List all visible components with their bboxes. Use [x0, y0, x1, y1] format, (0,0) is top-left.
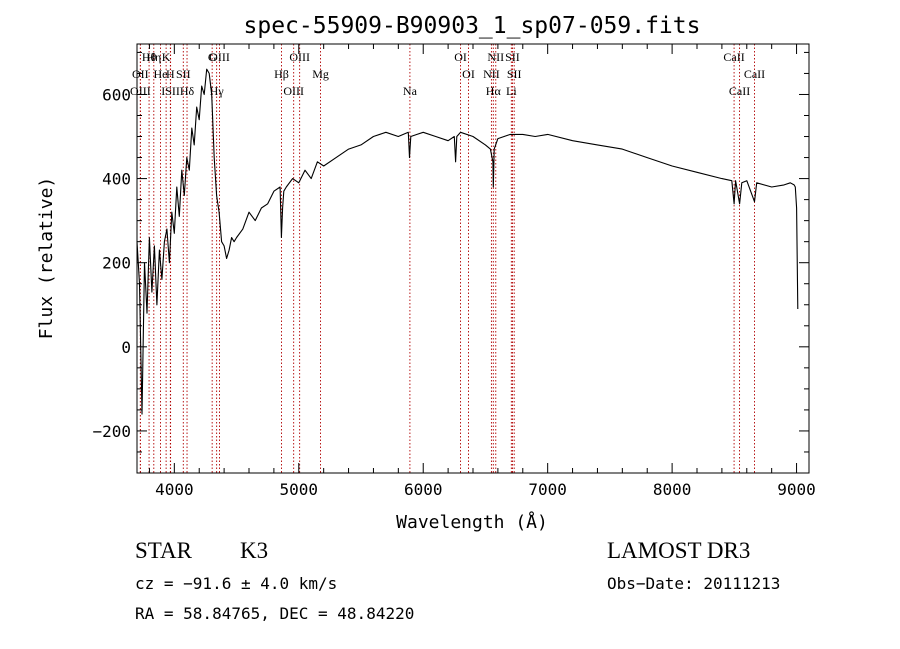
redshift-velocity: cz = −91.6 ± 4.0 km/s [135, 574, 338, 593]
line-label: NII [483, 67, 500, 81]
line-label: Hθ [142, 50, 157, 64]
line-label: SII [505, 50, 520, 64]
line-label: OIII [130, 84, 151, 98]
line-label: Hα [486, 84, 502, 98]
line-label: ISII [161, 84, 180, 98]
spectrum-series-line [136, 68, 799, 415]
survey-name: LAMOST DR3 [607, 538, 751, 563]
line-label: Hγ [210, 84, 225, 98]
line-label: Hδ [180, 84, 195, 98]
y-axis: −200 0 200 400 600 [92, 51, 809, 474]
line-label: OI [454, 50, 467, 64]
y-axis-label: Flux (relative) [36, 177, 57, 340]
line-label: Hη [146, 50, 161, 64]
line-label: OIII [289, 50, 310, 64]
x-tick-label: 5000 [280, 480, 319, 499]
line-label: CaII [729, 84, 750, 98]
y-tick-label: 400 [102, 170, 131, 189]
observation-date: Obs−Date: 20111213 [607, 574, 781, 593]
line-labels: HθOIIOIIIKHeISIIHηHHδOIIISIIHγGHβOIIIOII… [130, 50, 765, 98]
line-label: Na [403, 84, 418, 98]
chart-title: spec-55909-B90903_1_sp07-059.fits [244, 13, 701, 39]
y-tick-label: 0 [121, 338, 131, 357]
line-label: Li [506, 84, 517, 98]
x-axis: 4000 5000 6000 7000 8000 9000 [148, 44, 816, 499]
x-tick-label: 4000 [155, 480, 194, 499]
line-label: K [162, 50, 171, 64]
x-tick-label: 9000 [777, 480, 816, 499]
y-tick-label: 600 [102, 85, 131, 104]
line-label: Mg [312, 67, 329, 81]
line-label: OII [132, 67, 149, 81]
line-label: He [154, 67, 168, 81]
line-label: SII [176, 67, 191, 81]
line-label: OI [462, 67, 475, 81]
line-label: SII [507, 67, 522, 81]
line-label: CaII [723, 50, 744, 64]
plot-frame [136, 43, 810, 474]
x-tick-label: 6000 [404, 480, 443, 499]
y-tick-label: −200 [92, 422, 131, 441]
x-tick-label: 8000 [653, 480, 692, 499]
x-tick-label: 7000 [528, 480, 567, 499]
line-label: Hβ [274, 67, 289, 81]
coordinates: RA = 58.84765, DEC = 48.84220 [135, 604, 415, 623]
y-tick-label: 200 [102, 254, 131, 273]
line-label: G [208, 50, 217, 64]
line-label: OIII [283, 84, 304, 98]
object-subclass: K3 [240, 538, 269, 563]
line-label: OIII [209, 50, 230, 64]
x-axis-label: Wavelength (Å) [396, 511, 548, 533]
emission-line-markers [139, 44, 755, 473]
line-label: CaII [744, 67, 765, 81]
line-label: H [166, 67, 175, 81]
object-class: STAR [135, 538, 192, 563]
line-label: NII [487, 50, 504, 64]
